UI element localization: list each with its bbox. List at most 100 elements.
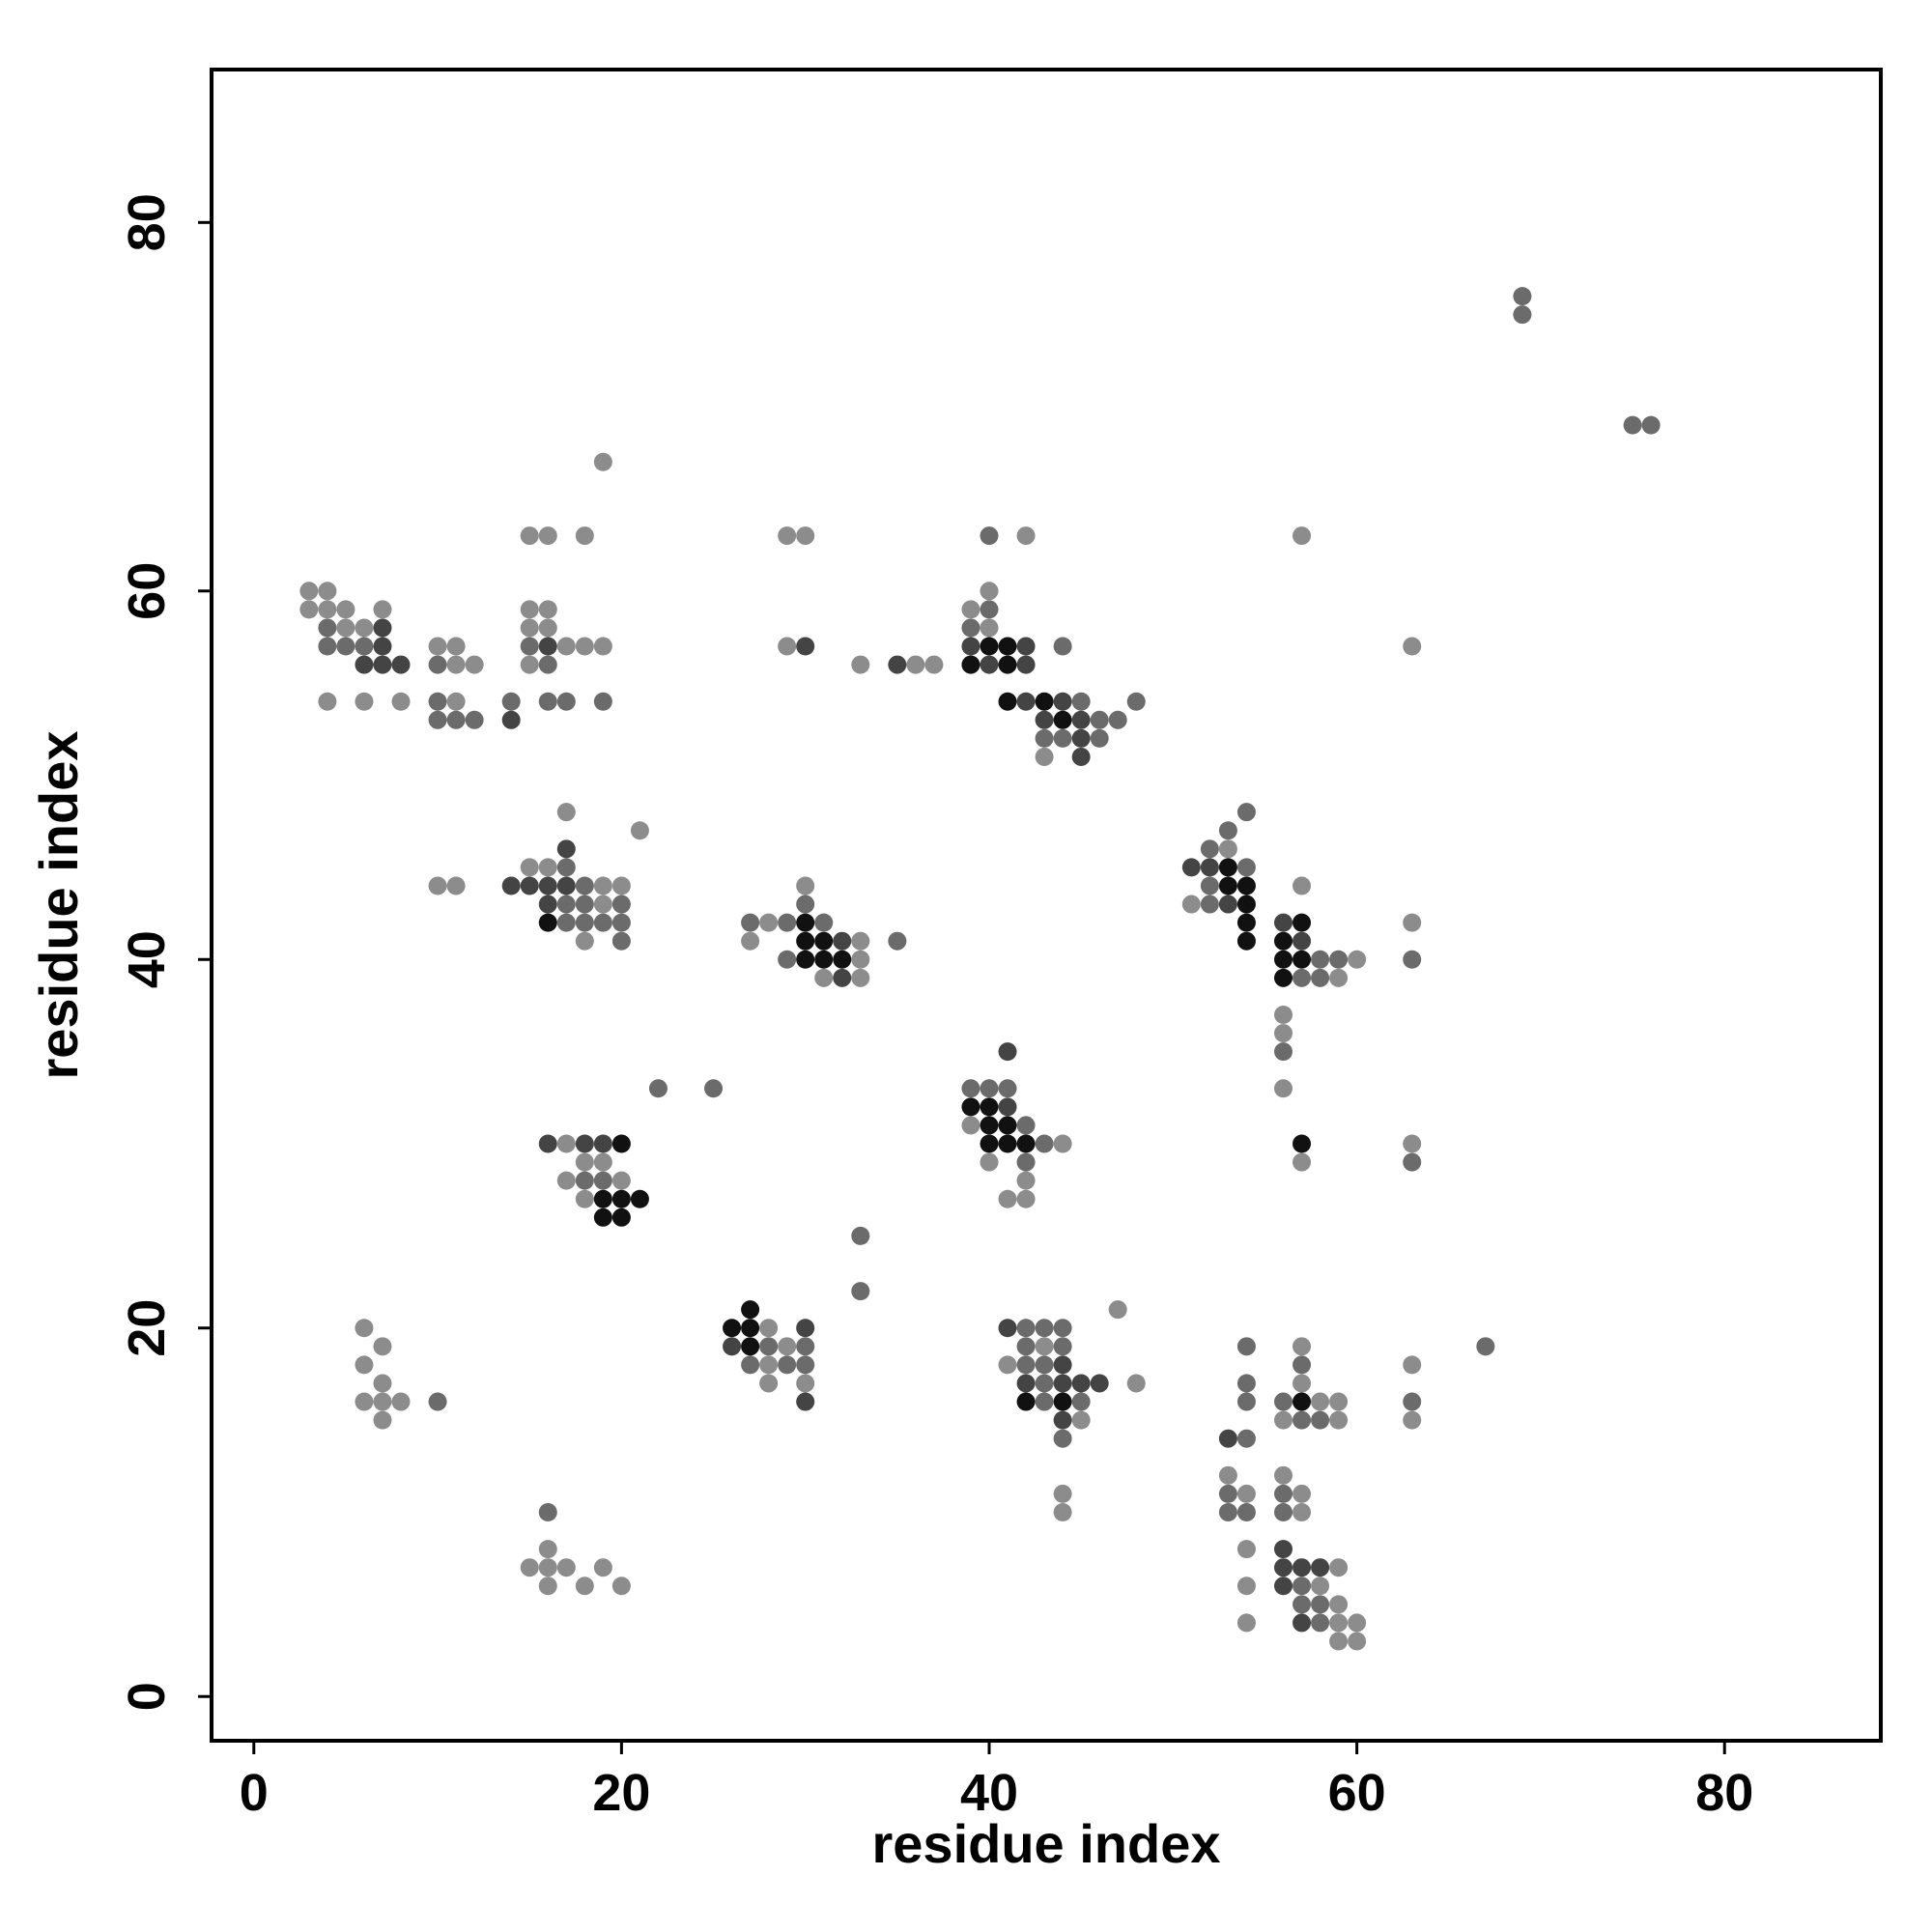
contact-point <box>1200 895 1219 914</box>
contact-point <box>299 600 319 619</box>
contact-point <box>556 1134 576 1153</box>
contact-point <box>556 1171 576 1190</box>
contact-point <box>520 876 539 895</box>
contact-point <box>1273 1079 1293 1098</box>
contact-point <box>741 1300 760 1320</box>
contact-point <box>723 1319 742 1338</box>
contact-point <box>1181 895 1201 914</box>
contact-point <box>796 1392 815 1411</box>
contact-point <box>1329 1392 1349 1411</box>
contact-point <box>575 526 594 546</box>
contact-point <box>1293 526 1312 546</box>
contact-point <box>1273 1540 1293 1559</box>
contact-point <box>723 1337 742 1356</box>
contact-point <box>1311 1392 1330 1411</box>
contact-point <box>998 1042 1017 1062</box>
contact-point <box>501 692 521 711</box>
contact-point <box>373 618 392 638</box>
contact-point <box>998 1189 1017 1208</box>
contact-point <box>1053 692 1072 711</box>
y-tick-label: 80 <box>118 193 176 251</box>
contact-point <box>575 1152 594 1172</box>
contact-point <box>851 1282 870 1301</box>
contact-point <box>593 895 612 914</box>
contact-point <box>1200 876 1219 895</box>
contact-point <box>611 1171 631 1190</box>
contact-point <box>1236 1337 1256 1356</box>
contact-point <box>833 931 852 951</box>
contact-point <box>1035 728 1054 748</box>
contact-point <box>593 692 612 711</box>
contact-point <box>1273 1005 1293 1024</box>
contact-point <box>980 1116 999 1135</box>
contact-point <box>1053 1429 1072 1448</box>
contact-point <box>1053 1484 1072 1503</box>
contact-point <box>1053 1410 1072 1430</box>
contact-point <box>961 600 980 619</box>
contact-point <box>796 931 815 951</box>
contact-point <box>998 1319 1017 1338</box>
contact-point <box>1293 1392 1312 1411</box>
contact-point <box>355 637 374 656</box>
contact-point <box>1293 1577 1312 1596</box>
contact-point <box>980 1152 999 1172</box>
contact-point <box>538 1134 557 1153</box>
contact-point <box>1236 931 1256 951</box>
contact-point <box>556 913 576 932</box>
contact-point <box>373 1374 392 1393</box>
contact-point <box>428 655 447 674</box>
contact-point <box>851 931 870 951</box>
contact-point <box>1035 747 1054 766</box>
contact-point <box>501 876 521 895</box>
x-tick-label: 0 <box>240 1764 269 1822</box>
contact-point <box>998 1134 1017 1153</box>
contact-point <box>1293 1613 1312 1633</box>
contact-point <box>1053 728 1072 748</box>
contact-point <box>355 692 374 711</box>
contact-point <box>998 1355 1017 1375</box>
contact-point <box>1016 1171 1036 1190</box>
contact-point <box>391 1392 411 1411</box>
contact-point <box>1090 728 1109 748</box>
contact-point <box>1623 415 1642 435</box>
contact-point <box>391 655 411 674</box>
contact-point <box>814 931 834 951</box>
contact-point <box>1348 950 1367 969</box>
contact-point <box>1016 1337 1036 1356</box>
contact-point <box>355 655 374 674</box>
contact-point <box>851 1226 870 1245</box>
contact-point <box>355 1355 374 1375</box>
y-axis-title: residue index <box>28 730 89 1079</box>
contact-point <box>299 582 319 601</box>
contact-point <box>428 692 447 711</box>
contact-point <box>1329 950 1349 969</box>
contact-point <box>611 1577 631 1596</box>
contact-point <box>1293 1134 1312 1153</box>
contact-point <box>1513 287 1532 306</box>
contact-point <box>1016 1374 1036 1393</box>
contact-point <box>538 655 557 674</box>
contact-point <box>1218 1465 1237 1485</box>
contact-point <box>611 913 631 932</box>
contact-point <box>1218 895 1237 914</box>
contact-point <box>1218 839 1237 859</box>
contact-point <box>1273 1392 1293 1411</box>
contact-point <box>1403 950 1422 969</box>
contact-point <box>538 692 557 711</box>
contact-point <box>446 692 466 711</box>
contact-point <box>428 876 447 895</box>
contact-point <box>1053 1337 1072 1356</box>
contact-point <box>575 876 594 895</box>
contact-point <box>1403 637 1422 656</box>
contact-point <box>1293 913 1312 932</box>
contact-point <box>796 637 815 656</box>
contact-point <box>373 600 392 619</box>
contact-point <box>318 692 337 711</box>
contact-point <box>778 1355 797 1375</box>
contact-point <box>1016 1152 1036 1172</box>
contact-point <box>961 1116 980 1135</box>
contact-point <box>1016 1189 1036 1208</box>
contact-point <box>611 876 631 895</box>
contact-point <box>1236 1484 1256 1503</box>
